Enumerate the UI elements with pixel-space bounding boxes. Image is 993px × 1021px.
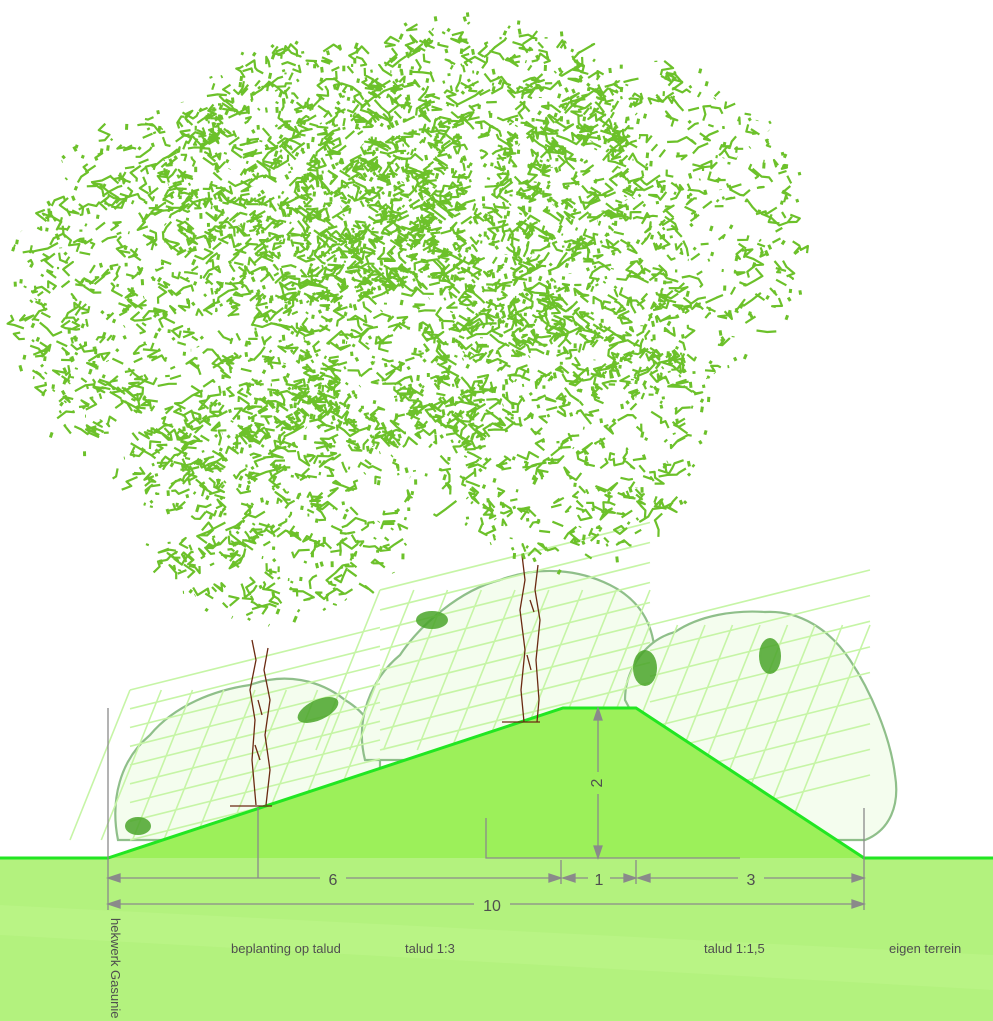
shrub-spot (416, 611, 448, 629)
tree-trunk-left (230, 639, 272, 807)
embankment-body (108, 708, 864, 858)
planting-label: beplanting op talud (231, 941, 341, 956)
dimension-left-slope-width: 6 (329, 872, 338, 889)
reference-lines (107, 708, 865, 910)
dimension-arrow (593, 845, 603, 861)
slope-left-label: talud 1:3 (405, 941, 455, 956)
shrub-spot (633, 650, 657, 686)
tree-trunks (230, 554, 541, 807)
shrub-dark-spots (125, 611, 781, 835)
foliage-leaf-dashes (11, 12, 803, 627)
shrub-spot (297, 697, 339, 723)
dimension-right-slope-width: 3 (747, 872, 756, 889)
dimension-crest-width: 1 (595, 872, 604, 889)
slope-right-label: talud 1:1,5 (704, 941, 765, 956)
dimension-arrow (560, 873, 576, 883)
dimension-arrow (105, 899, 121, 909)
dimension-arrow (851, 899, 867, 909)
shrub-spot (125, 817, 151, 835)
foliage-scribbles (6, 23, 809, 617)
ground-sheen (0, 905, 993, 990)
dimension-arrow (548, 873, 564, 883)
dimension-arrow (635, 873, 651, 883)
tree-canopy (6, 12, 809, 627)
fence-label: hekwerk Gasunie (108, 918, 123, 1018)
dimension-arrow (851, 873, 867, 883)
dimension-total-width: 10 (483, 898, 501, 915)
shrub-spot (759, 638, 781, 674)
dimension-arrow (593, 705, 603, 721)
dimension-height: 2 (589, 778, 606, 787)
tree-trunk-right (502, 554, 541, 723)
embankment-edge (0, 706, 993, 860)
right-reference-bracket (485, 818, 740, 859)
dimension-arrow (105, 873, 121, 883)
dimension-arrow (623, 873, 639, 883)
own-property-label: eigen terrein (889, 941, 961, 956)
